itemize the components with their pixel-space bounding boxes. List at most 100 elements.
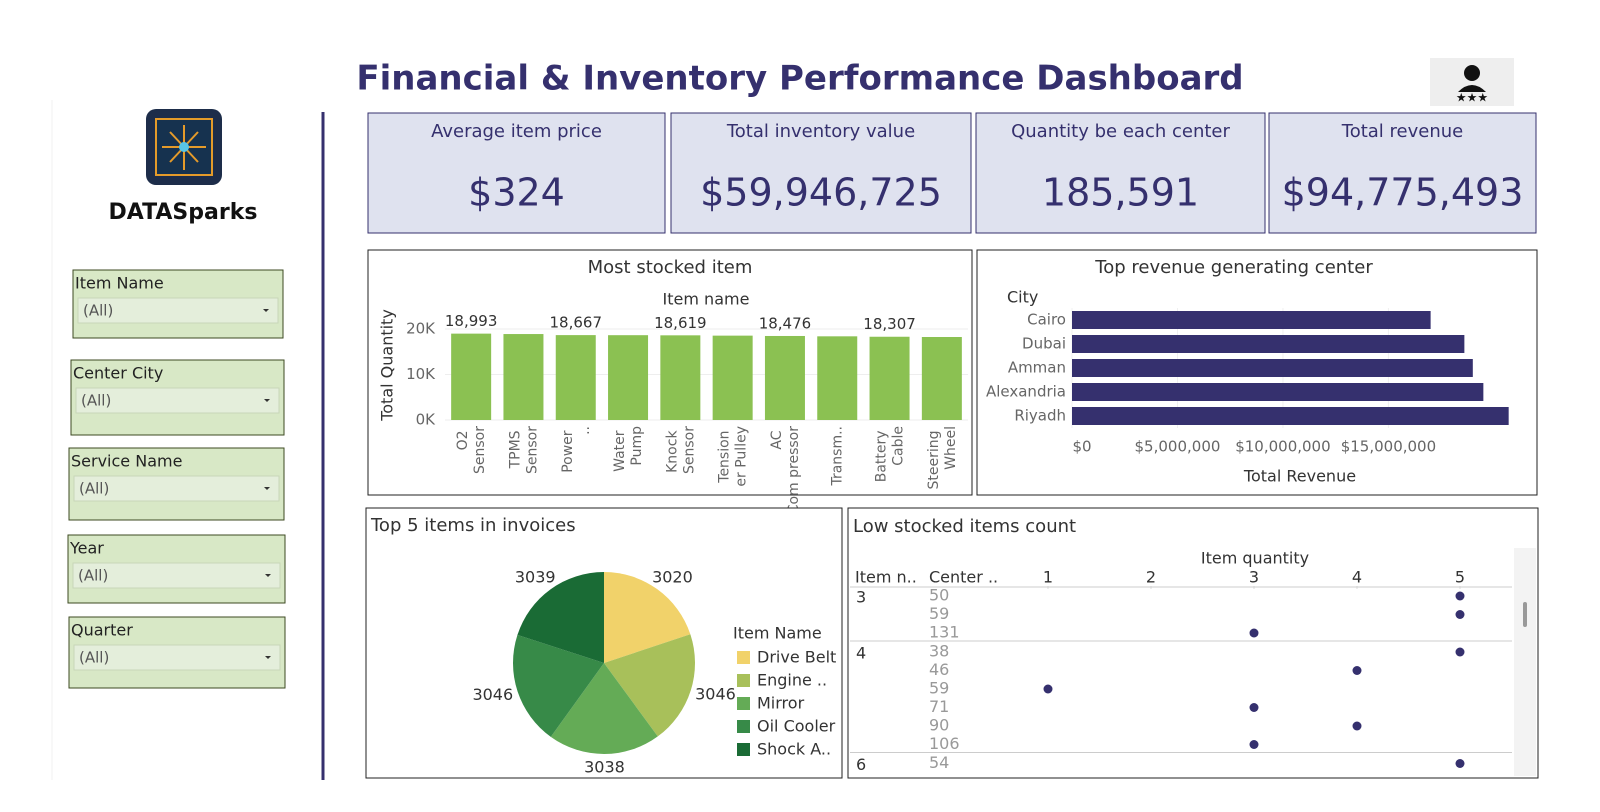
filter-value[interactable]: (All) (78, 567, 108, 585)
x-tick-label: Power .. (560, 426, 593, 473)
y-tick-label: 0K (416, 411, 437, 429)
x-tick-label: O2 Sensor (455, 426, 488, 474)
pie-chart: Top 5 items in invoices 3020 3046 3038 3046 3… (365, 507, 843, 779)
kpi-card (367, 112, 666, 234)
panel (847, 507, 1539, 779)
bar (1072, 407, 1509, 425)
legend-swatch (737, 651, 750, 664)
center-label: 71 (929, 697, 949, 716)
bar-chart: Most stocked item Item name Total Quantity… (367, 249, 973, 515)
x-tick-label: TPMS Sensor (507, 426, 540, 474)
filter-label: Service Name (71, 452, 182, 471)
svg-text:★★★: ★★★ (1456, 91, 1488, 105)
y-tick-label: Alexandria (986, 383, 1066, 401)
center-label: 54 (929, 753, 949, 772)
kpi-value: $59,946,725 (700, 171, 942, 215)
legend-swatch (737, 697, 750, 710)
user-icon: ★★★ (1430, 58, 1514, 106)
dot (1352, 666, 1362, 675)
y-axis-title: Total Quantity (378, 309, 397, 422)
legend-label: Drive Belt (757, 648, 836, 667)
x-tick-label: 3 (1249, 568, 1259, 587)
filter-value[interactable]: (All) (81, 392, 111, 410)
x-tick-label: 2 (1146, 568, 1156, 587)
x-tick-label: Water Pump (612, 426, 645, 472)
kpi-card (975, 112, 1266, 234)
filter-dropdown[interactable] (73, 644, 281, 671)
bar (1072, 311, 1431, 329)
value-label: 18,993 (445, 312, 498, 330)
x-tick-label: $15,000,000 (1341, 438, 1436, 456)
chart-title: Top revenue generating center (1094, 257, 1373, 278)
value-label: 3046 (695, 684, 736, 703)
center-label: 90 (929, 716, 949, 735)
y-tick-label: Amman (1008, 359, 1066, 377)
chart-title: Top 5 items in invoices (370, 515, 576, 536)
group-label: 6 (856, 755, 866, 774)
logo: DATASparks (109, 109, 257, 225)
x-tick-label: 5 (1455, 568, 1465, 587)
filter-dropdown[interactable] (73, 475, 280, 502)
value-label: 18,667 (550, 314, 603, 332)
dot (1455, 591, 1465, 601)
scrollbar[interactable] (1514, 548, 1536, 776)
filter-dropdown[interactable] (72, 562, 281, 589)
dropdown-caret (263, 309, 269, 312)
value-label: 3039 (515, 568, 556, 587)
value-label: 3038 (584, 757, 625, 776)
filter-label: Quarter (71, 621, 133, 640)
filter-value[interactable]: (All) (83, 302, 113, 320)
bar (451, 333, 492, 420)
filter-dropdown[interactable] (77, 297, 279, 324)
kpi-row: Average item price $324 Total inventory va… (367, 112, 1537, 234)
x-tick-label: 1 (1043, 568, 1053, 587)
filter-dropdown[interactable] (75, 387, 280, 414)
x-tick-label: Knock Sensor (664, 426, 697, 474)
filter-value[interactable]: (All) (79, 649, 109, 667)
x-tick-label: AC Com pressor (769, 426, 802, 515)
bar (712, 335, 753, 420)
dot (1455, 610, 1465, 619)
pie-slice (550, 663, 658, 755)
pie-slice (604, 572, 691, 663)
dropdown-caret (265, 574, 271, 577)
bar (817, 336, 858, 420)
dot (1455, 647, 1465, 657)
center-label: 131 (929, 623, 960, 642)
charts: Most stocked item Item name Total Quantity… (365, 249, 1539, 779)
bar (869, 336, 910, 420)
x-tick-label: $0 (1072, 438, 1091, 456)
kpi-card (670, 112, 972, 234)
kpi-value: $94,775,493 (1282, 171, 1524, 215)
dropdown-caret (264, 399, 270, 402)
filter-value[interactable]: (All) (79, 480, 109, 498)
kpi-label: Total revenue (1341, 121, 1463, 142)
legend-label: Shock A.. (757, 740, 831, 759)
x-axis-title: Item name (663, 290, 750, 309)
dot-table: Low stocked items count Item quantity Item… (847, 507, 1539, 779)
scrollbar-thumb[interactable] (1523, 602, 1527, 627)
legend-swatch (737, 720, 750, 733)
filter-label: Year (69, 539, 104, 558)
bar (503, 334, 544, 420)
center-label: 59 (929, 604, 949, 623)
bar (660, 335, 701, 420)
value-label: 3020 (652, 567, 693, 586)
value-label: 18,307 (863, 315, 916, 333)
group-label: 4 (856, 644, 866, 663)
center-label: 106 (929, 734, 960, 753)
bar (555, 335, 596, 420)
pie-slice (512, 634, 604, 737)
dashboard-title: Financial & Inventory Performance Dashbo… (356, 59, 1243, 99)
kpi-card (1268, 112, 1537, 234)
x-tick-label: 4 (1352, 568, 1362, 587)
bar (608, 335, 649, 420)
legend-swatch (737, 674, 750, 687)
filter-panel: Item Name (All) Center City (All) Service Na… (67, 269, 286, 689)
chart-title: Low stocked items count (853, 516, 1076, 537)
kpi-value: 185,591 (1042, 171, 1199, 215)
x-tick-label: $5,000,000 (1135, 438, 1221, 456)
legend-title: Item Name (733, 624, 822, 643)
